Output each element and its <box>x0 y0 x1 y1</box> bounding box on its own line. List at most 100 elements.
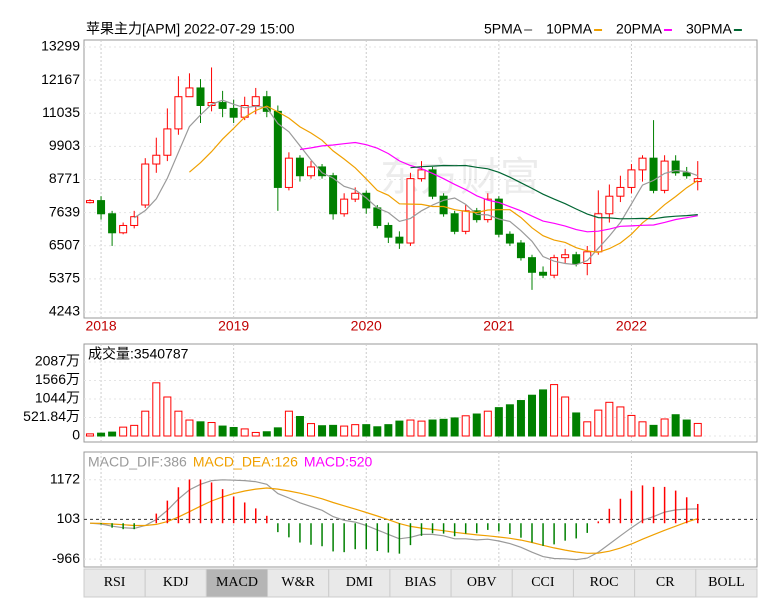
volume-bar <box>119 426 128 437</box>
tab-label[interactable]: CR <box>656 575 675 590</box>
chart-title: 苹果主力[APM] 2022-07-29 15:00 <box>86 21 295 37</box>
candle-body <box>351 192 360 200</box>
candle-body <box>417 169 426 180</box>
candle-body <box>130 216 139 226</box>
tab[interactable]: ROC <box>572 568 636 598</box>
legend-label: 20PMA <box>616 21 663 37</box>
tab-label[interactable]: BIAS <box>405 575 437 590</box>
volume-bar <box>417 420 426 437</box>
volume-bar <box>583 421 592 437</box>
tab-background[interactable] <box>572 568 636 598</box>
volume-bar <box>207 422 216 437</box>
volume-bar <box>174 410 183 437</box>
y-tick-label: 0 <box>72 427 80 443</box>
volume-bar <box>373 426 382 437</box>
tab[interactable]: BOLL <box>695 568 758 598</box>
volume-bar <box>362 424 371 437</box>
y-tick-label: 11035 <box>42 104 80 120</box>
legend-label: 5PMA <box>484 21 523 37</box>
tab[interactable]: MACD <box>205 568 269 598</box>
moving-average-line <box>189 105 699 254</box>
candle-body <box>152 154 161 165</box>
candle-body <box>550 257 559 276</box>
volume-bar <box>594 409 603 437</box>
volume-bar <box>627 414 636 437</box>
candle-body <box>516 242 525 259</box>
y-tick-label: 9903 <box>49 137 80 153</box>
tab-background[interactable] <box>450 568 513 598</box>
candle-body <box>108 213 117 234</box>
y-tick-label: 13299 <box>41 38 80 54</box>
volume-bar <box>572 412 581 437</box>
volume-bar <box>284 410 293 437</box>
y-tick-label: 2087万 <box>35 353 80 369</box>
tab[interactable]: DMI <box>328 568 391 598</box>
tab-label[interactable]: DMI <box>346 575 374 590</box>
legend-label: MACD_DEA:126 <box>193 454 298 470</box>
tab[interactable]: KDJ <box>144 568 207 598</box>
volume-bar <box>185 419 194 437</box>
volume-bar <box>97 432 106 437</box>
legend-label: MACD_DIF:386 <box>88 454 187 470</box>
x-tick-label: 2021 <box>483 318 514 334</box>
volume-bar <box>196 421 205 437</box>
y-tick-label: 7639 <box>49 203 80 219</box>
tab-label[interactable]: RSI <box>104 575 126 590</box>
tab-label[interactable]: OBV <box>467 575 497 590</box>
tab[interactable]: RSI <box>83 568 146 598</box>
candle-body <box>163 128 172 156</box>
candle-body <box>461 210 470 232</box>
tab-label[interactable]: W&R <box>281 575 315 590</box>
legend-label: 30PMA <box>686 21 733 37</box>
tab-label[interactable]: ROC <box>590 575 619 590</box>
candle-body <box>472 210 481 221</box>
tab-label[interactable]: BOLL <box>708 575 745 590</box>
volume-bar <box>384 424 393 437</box>
candle-body <box>660 160 669 191</box>
volume-bar <box>86 433 94 437</box>
volume-bar <box>108 431 117 437</box>
tab[interactable]: CR <box>634 568 697 598</box>
x-tick-label: 2020 <box>351 318 382 334</box>
x-tick-label: 2022 <box>616 318 647 334</box>
volume-bar <box>439 418 448 437</box>
volume-bar <box>218 425 227 437</box>
tab-background[interactable] <box>83 568 146 598</box>
candle-body <box>671 160 680 174</box>
candle-body <box>406 178 415 244</box>
tab-background[interactable] <box>389 568 452 598</box>
candle-body <box>505 233 514 244</box>
candle-body <box>605 195 614 215</box>
volume-bar <box>318 425 327 437</box>
chart-title: 成交量:3540787 <box>88 346 189 362</box>
tab-label[interactable]: MACD <box>216 575 258 590</box>
candle-body <box>682 172 691 177</box>
candle-body <box>384 224 393 238</box>
legend-label: 10PMA <box>546 21 593 37</box>
volume-bar <box>638 421 647 437</box>
tab[interactable]: BIAS <box>389 568 452 598</box>
candle-body <box>373 207 382 226</box>
candle-body <box>439 195 448 215</box>
panel-frame <box>83 451 758 568</box>
tab-background[interactable] <box>695 568 758 598</box>
candle-body <box>572 254 581 265</box>
tab-background[interactable] <box>328 568 391 598</box>
tab[interactable]: CCI <box>511 568 574 598</box>
candle-body <box>561 254 570 259</box>
tab-background[interactable] <box>144 568 207 598</box>
volume-bar <box>262 431 271 437</box>
volume-bar <box>141 410 150 437</box>
tab[interactable]: W&R <box>267 568 330 598</box>
volume-bar <box>539 389 548 437</box>
tab-label[interactable]: CCI <box>531 575 555 590</box>
candle-body <box>693 178 702 183</box>
candle-body <box>262 96 271 112</box>
y-tick-label: 521.84万 <box>23 408 80 424</box>
tab[interactable]: OBV <box>450 568 513 598</box>
tab-label[interactable]: KDJ <box>163 575 189 590</box>
volume-bar <box>472 413 481 437</box>
volume-bar <box>649 424 658 437</box>
volume-bar <box>505 404 514 437</box>
macd-line <box>89 487 698 554</box>
